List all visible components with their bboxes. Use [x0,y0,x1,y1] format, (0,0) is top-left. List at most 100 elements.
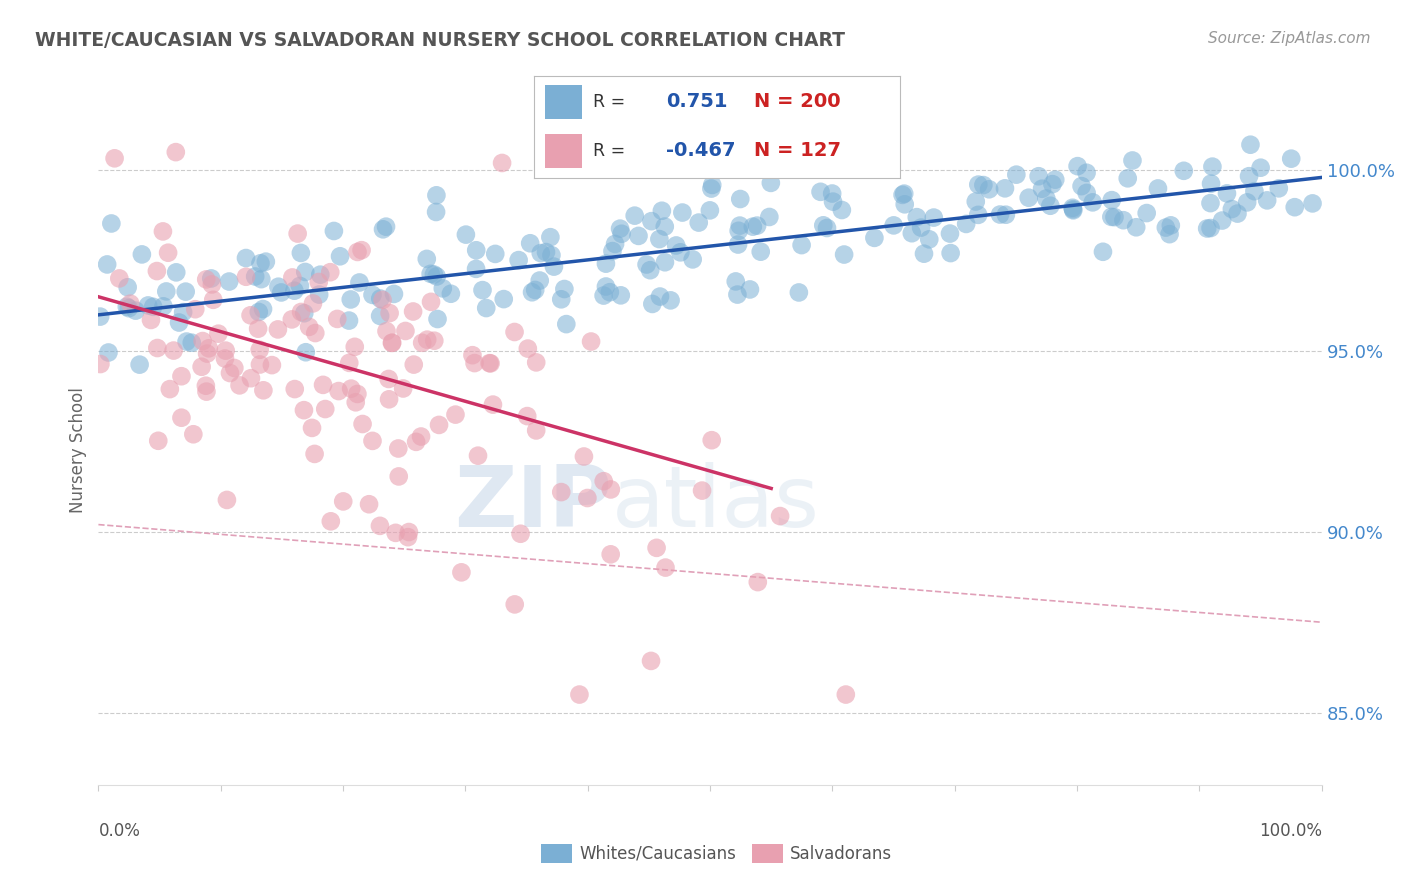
Point [700,433,723,447]
Point [387,442,409,456]
Point [148,434,170,448]
Point [142,300,165,314]
Point [671,205,693,219]
Point [1199,196,1222,211]
Point [1243,184,1265,198]
Point [200,271,222,285]
Point [368,292,391,306]
Point [402,304,425,318]
Point [1125,220,1147,235]
Point [139,313,162,327]
Point [281,312,304,326]
Text: Whites/Caucasians: Whites/Caucasians [579,845,737,863]
Point [368,309,391,323]
Point [371,293,394,307]
Point [1159,227,1181,242]
Point [176,334,198,349]
Point [994,181,1017,195]
Point [239,371,262,385]
Point [332,494,354,508]
Point [239,308,262,322]
Text: N = 127: N = 127 [754,141,841,161]
Point [290,305,312,319]
Point [170,410,193,425]
Point [654,560,676,574]
Point [198,342,221,356]
Point [609,221,631,235]
Point [659,293,682,308]
Point [444,408,467,422]
Point [388,469,411,483]
Point [155,285,177,299]
Point [725,287,748,301]
Point [972,178,994,192]
Point [1042,177,1064,191]
Point [979,182,1001,196]
Bar [546,85,582,119]
Point [1279,152,1302,166]
Point [461,348,484,362]
Point [97,345,120,359]
Point [741,219,763,234]
Point [550,485,572,500]
Point [579,334,602,349]
Point [467,449,489,463]
Point [623,209,645,223]
Point [534,245,557,260]
Point [918,232,941,246]
Point [478,356,501,370]
Point [89,310,111,324]
Point [165,265,187,279]
Point [648,232,671,246]
Point [131,247,153,261]
Point [288,279,311,293]
Point [1081,195,1104,210]
Point [124,303,146,318]
Point [349,276,371,290]
Point [610,288,633,302]
Point [202,293,225,307]
Point [326,312,349,326]
Point [599,483,621,497]
Point [292,306,315,320]
Point [595,257,617,271]
Point [252,301,274,316]
Point [267,279,290,293]
Point [162,343,184,358]
Point [108,271,131,285]
Point [159,382,181,396]
Point [152,224,174,238]
Point [1039,199,1062,213]
Point [592,288,614,302]
Point [425,205,447,219]
Point [298,319,321,334]
Point [475,301,498,315]
Point [361,434,384,448]
Point [128,358,150,372]
Point [384,525,406,540]
Point [252,384,274,398]
Point [146,264,169,278]
Point [254,254,277,268]
Point [939,246,962,260]
Point [749,244,772,259]
Point [669,245,692,260]
Point [357,497,380,511]
Point [464,356,486,370]
Text: R =: R = [593,93,626,111]
Point [891,187,914,202]
Point [787,285,810,300]
Point [1101,193,1123,207]
Point [420,294,443,309]
Point [146,341,169,355]
Point [479,356,502,370]
Point [550,293,572,307]
Point [965,194,987,209]
Point [419,267,441,281]
Point [243,269,266,284]
Point [1201,160,1223,174]
Point [651,203,673,218]
Point [592,474,614,488]
Point [416,333,439,347]
Point [863,231,886,245]
